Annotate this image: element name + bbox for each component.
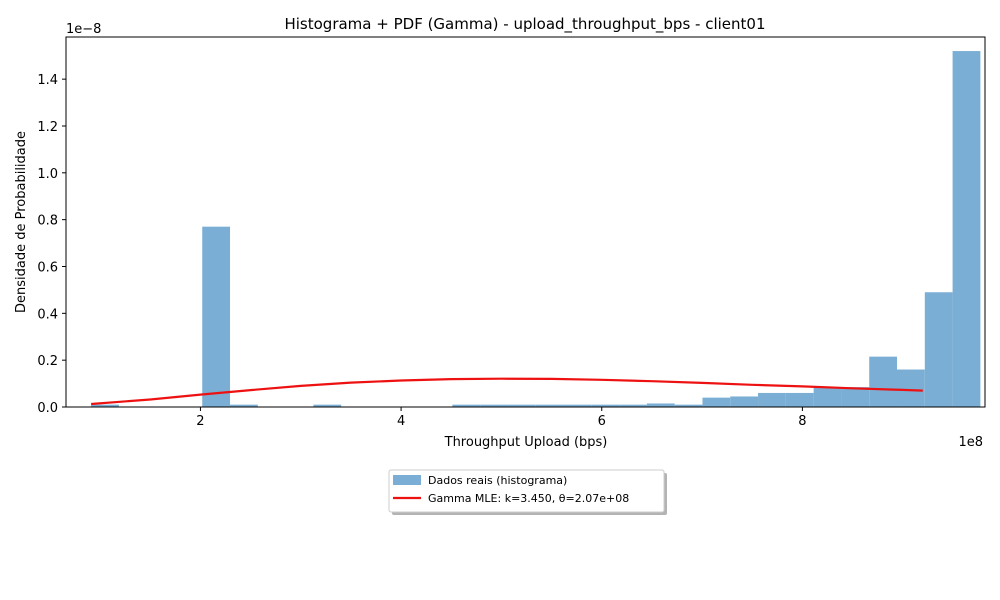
histogram-bar [841,387,870,407]
x-tick-label: 6 [598,414,606,429]
y-tick-label: 0.4 [37,307,58,322]
histogram-bar [91,404,119,407]
histogram-bar [563,404,592,407]
legend-histogram-swatch [393,475,421,485]
x-tick-label: 4 [397,414,405,429]
legend-box [388,469,665,513]
histogram-bar [230,404,258,407]
legend-histogram-label: Dados reais (histograma) [428,474,567,487]
histogram-bar [897,369,925,407]
histogram-bar [591,404,620,407]
x-tick-label: 8 [798,414,806,429]
histogram-bars [91,51,981,408]
chart-title: Histograma + PDF (Gamma) - upload_throug… [284,15,765,34]
x-offset-label: 1e8 [958,435,983,450]
y-tick-label: 0.6 [37,260,58,275]
histogram-bar [480,404,508,407]
histogram-bar [313,404,342,407]
histogram-bar [869,356,898,407]
histogram-bar [924,292,953,407]
y-axis-ticks: 0.0 0.2 0.4 0.6 0.8 1.0 1.2 1.4 [37,73,66,416]
histogram-bar [535,404,564,407]
y-tick-label: 0.0 [37,401,58,416]
histogram-bar [758,392,786,407]
y-tick-label: 0.8 [37,214,58,229]
gamma-pdf-line [91,377,923,406]
plot-frame [65,36,986,408]
legend-pdf-label: Gamma MLE: k=3.450, θ=2.07e+08 [428,492,629,505]
histogram-bar [730,396,759,407]
histogram-bar [619,404,647,407]
y-tick-label: 1.4 [37,73,58,88]
x-axis-label: Throughput Upload (bps) [444,435,608,450]
histogram-bar [674,404,703,407]
y-tick-label: 1.2 [37,120,58,135]
x-axis-ticks: 2 4 6 8 [196,407,807,429]
histogram-bar [202,226,231,407]
histogram-bar [452,404,481,407]
y-axis-label: Densidade de Probabilidade [14,131,29,313]
histogram-bar [646,403,675,407]
legend: Dados reais (histograma) Gamma MLE: k=3.… [388,469,667,515]
y-tick-label: 0.2 [37,354,58,369]
x-tick-label: 2 [196,414,204,429]
y-tick-label: 1.0 [37,167,58,182]
y-offset-label: 1e−8 [66,22,101,37]
histogram-bar [702,397,731,407]
histogram-bar [507,404,536,407]
histogram-bar [813,387,842,407]
histogram-bar [952,51,981,408]
histogram-bar [785,392,814,407]
